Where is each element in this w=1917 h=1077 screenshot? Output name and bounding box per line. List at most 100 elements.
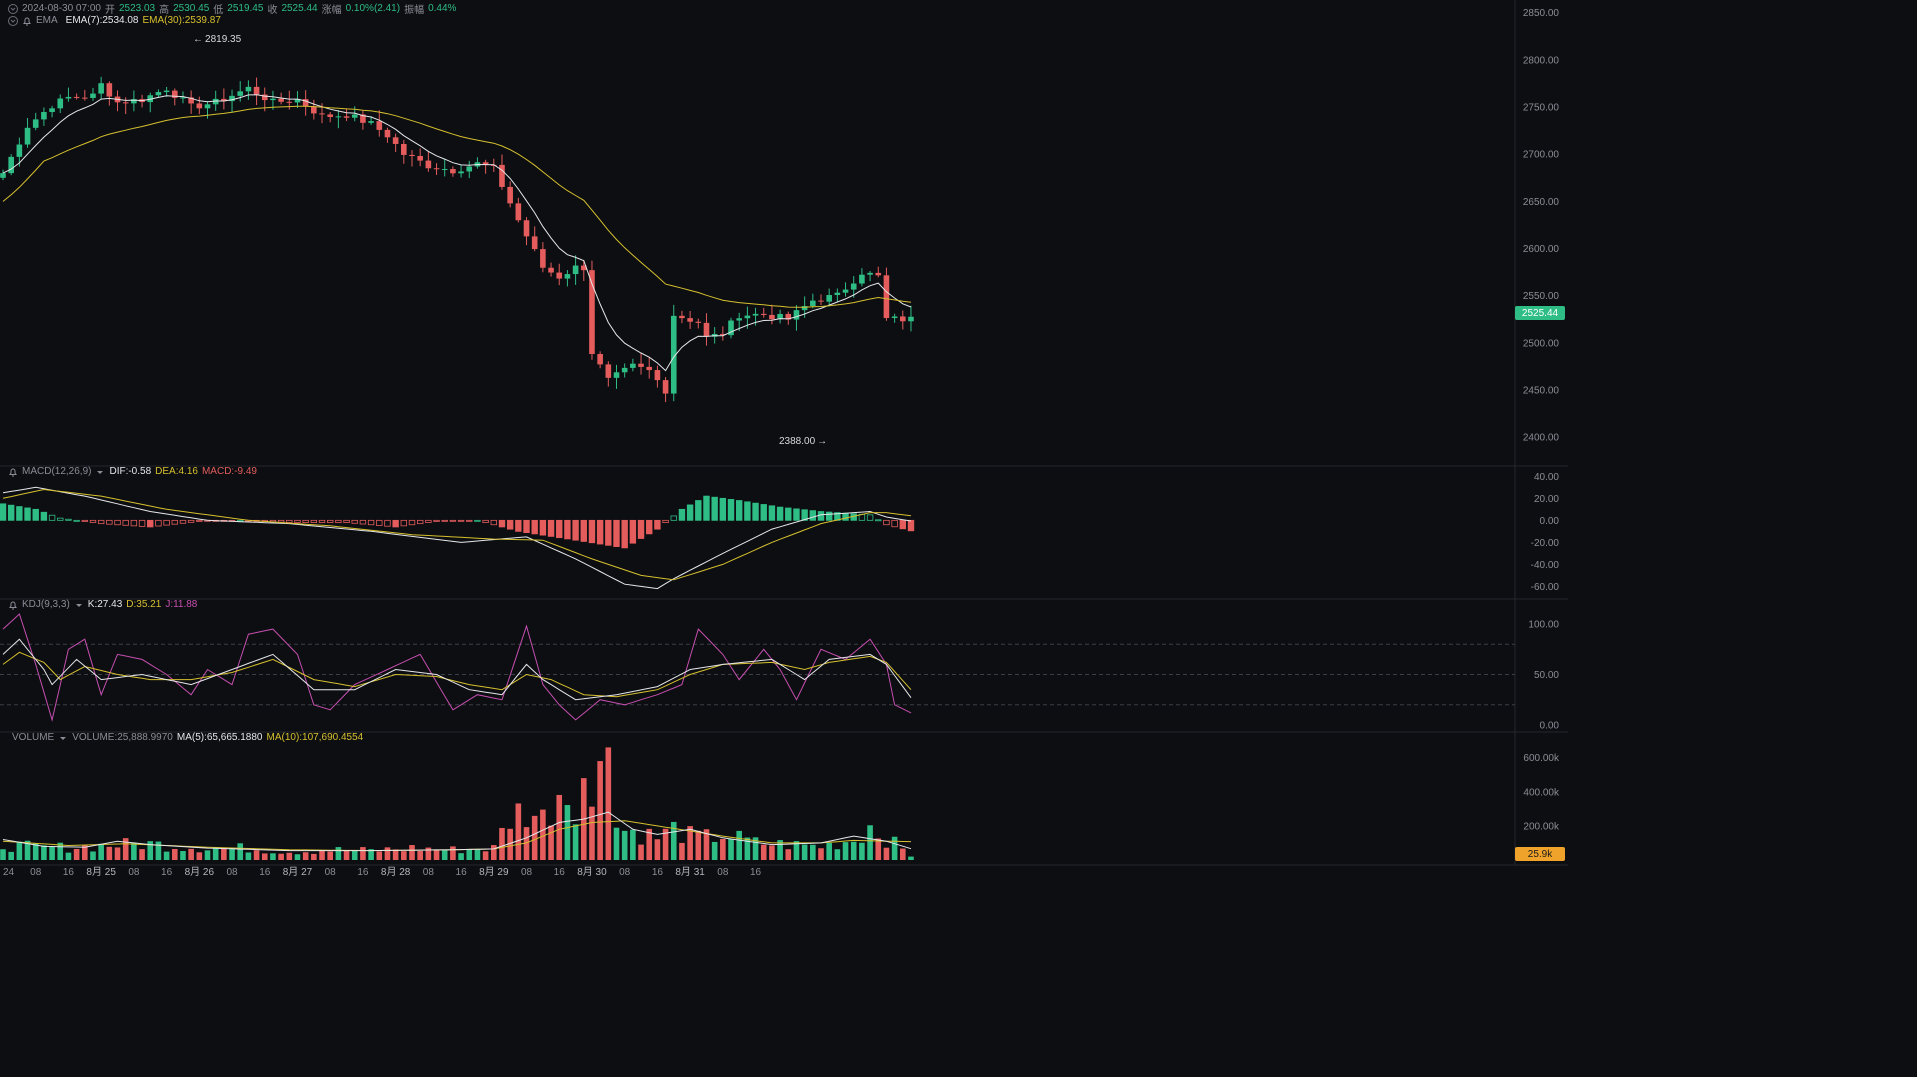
macd-bar <box>654 519 661 530</box>
candle-body <box>580 265 587 271</box>
x-axis-label: 08 <box>717 867 729 878</box>
volume-bar <box>417 850 423 860</box>
volume-bar <box>41 845 47 860</box>
volume-bar <box>621 830 628 860</box>
candle-body <box>73 96 80 98</box>
macd-axis-tick: -60.00 <box>1531 582 1560 593</box>
volume-bar <box>572 824 579 860</box>
x-axis-label: 16 <box>161 867 173 878</box>
x-axis-labels: 24 08 16 8月 25 08 16 8月 26 08 16 8月 27 08 16 8月 28 08… <box>3 866 762 878</box>
macd-bar <box>65 518 72 521</box>
volume-bar <box>834 849 841 860</box>
macd-bar <box>907 519 915 532</box>
ema-legend: EMA EMA(7):2534.08 EMA(30):2539.87 <box>8 15 221 26</box>
x-axis-label: 08 <box>423 867 435 878</box>
ohlc-close: 2525.44 <box>281 3 318 14</box>
volume-bar <box>760 844 767 860</box>
candle-body <box>687 318 693 322</box>
candlestick-chart[interactable]: 2400.002450.002500.002550.002600.002650.… <box>0 0 1568 881</box>
x-axis-label: 08 <box>325 867 337 878</box>
macd-bar <box>817 511 825 521</box>
macd-bar <box>760 504 767 521</box>
macd-bar <box>441 519 448 522</box>
volume-bar <box>16 841 23 860</box>
bell-icon[interactable] <box>8 467 18 477</box>
caret-down-icon[interactable] <box>58 733 68 743</box>
candle-body <box>875 272 882 276</box>
candle-body <box>638 363 644 367</box>
volume-legend: VOLUME VOLUME:25,888.9970 MA(5):65,665.1… <box>12 732 363 743</box>
macd-bar <box>0 503 7 521</box>
volume-bar <box>499 827 505 860</box>
volume-ma10-line <box>2 820 912 852</box>
volume-bar <box>49 846 55 860</box>
candle-body <box>908 316 914 322</box>
candle-body <box>376 121 383 130</box>
volume-bar <box>237 843 244 860</box>
macd-bar <box>498 519 506 528</box>
candle-body <box>883 275 890 319</box>
x-axis-label: 8月 26 <box>185 866 215 878</box>
candle-body <box>229 95 235 102</box>
kdj-title: KDJ(9,3,3) <box>22 599 70 610</box>
macd-bar <box>122 519 129 526</box>
candle-body <box>662 380 669 394</box>
macd-bar <box>678 508 686 521</box>
macd-bar <box>416 519 424 525</box>
ema7-line <box>2 94 912 372</box>
macd-bar <box>727 499 735 521</box>
collapse-chevron-icon[interactable] <box>8 15 18 26</box>
kdj-axis-tick: 50.00 <box>1534 670 1559 681</box>
kdj-legend: KDJ(9,3,3) K:27.43 D:35.21 J:11.88 <box>8 599 197 610</box>
candle-body <box>531 236 538 250</box>
bell-icon[interactable] <box>22 16 32 26</box>
macd-bar <box>400 519 408 527</box>
ohlc-time: 2024-08-30 07:00 <box>22 3 101 14</box>
candle-body <box>278 98 284 102</box>
price-axis-tick: 2500.00 <box>1523 338 1560 349</box>
collapse-chevron-icon[interactable] <box>8 3 18 14</box>
volume-bar <box>57 842 64 860</box>
volume-bar <box>433 849 440 860</box>
bell-icon[interactable] <box>8 600 18 610</box>
volume-bar <box>728 838 734 860</box>
volume-bar <box>638 844 644 860</box>
volume-bar <box>466 849 473 860</box>
ohlc-header: 2024-08-30 07:00 开 2523.03 高 2530.45 低 2519… <box>8 1 456 16</box>
candle-body <box>850 283 857 290</box>
volume-bar <box>769 845 775 860</box>
macd-dif-line <box>2 486 912 590</box>
current-volume-tag: 25.9k <box>1515 847 1565 861</box>
candle-body <box>343 116 350 118</box>
candle-body <box>572 265 579 275</box>
volume-bar <box>114 847 121 860</box>
macd-bar <box>703 495 710 521</box>
caret-down-icon[interactable] <box>74 600 84 610</box>
volume-bar <box>687 826 693 860</box>
candle-body <box>196 103 203 109</box>
macd-bar <box>490 519 497 526</box>
kdj-level-lines <box>0 643 1515 706</box>
x-axis-label: 16 <box>259 867 271 878</box>
macd-bar <box>286 519 293 523</box>
candle-body <box>122 102 129 104</box>
macd-bar <box>695 500 702 521</box>
volume-bar <box>327 851 333 860</box>
caret-down-icon[interactable] <box>95 467 105 477</box>
candle-body <box>351 114 358 118</box>
candle-body <box>491 164 497 166</box>
candle-body <box>131 99 137 104</box>
volume-bar <box>531 815 538 860</box>
macd-legend: MACD(12,26,9) DIF:-0.58 DEA:4.16 MACD:-9… <box>8 466 257 477</box>
macd-bar <box>785 507 792 521</box>
macd-bar <box>81 519 88 522</box>
candle-body <box>777 313 783 320</box>
macd-bar <box>891 519 898 528</box>
volume-bar <box>155 841 162 860</box>
volume-bar <box>245 852 252 860</box>
volume-bar <box>662 828 669 860</box>
candle-body <box>49 108 55 113</box>
volume-bar <box>515 803 522 860</box>
candle-body <box>548 267 554 273</box>
macd-bar <box>147 519 154 528</box>
